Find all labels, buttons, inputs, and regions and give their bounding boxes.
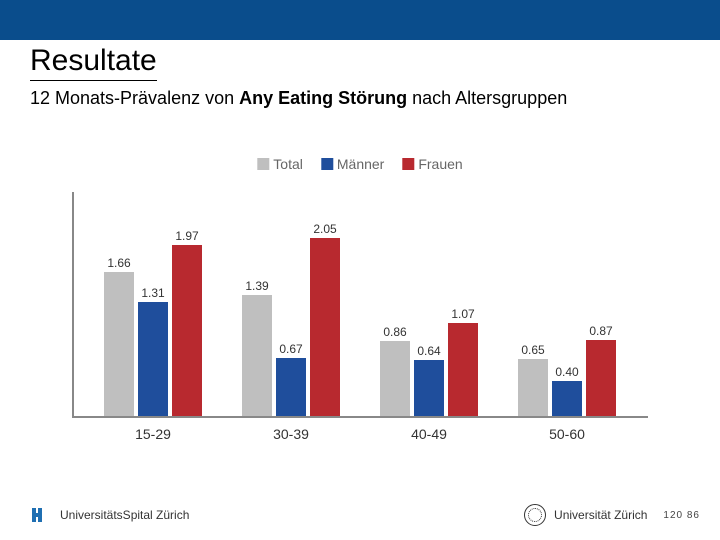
bar-value-label: 1.97 [175, 229, 198, 245]
bar-group: 1.390.672.05 [242, 192, 340, 416]
bar: 0.67 [276, 358, 306, 416]
legend-item: Frauen [402, 156, 462, 172]
subtitle-suffix: nach Altersgruppen [407, 88, 567, 108]
x-axis [72, 416, 648, 418]
bar-value-label: 0.67 [279, 342, 302, 358]
hospital-logo-text: UniversitätsSpital Zürich [60, 508, 189, 522]
bar-value-label: 1.07 [451, 307, 474, 323]
slide-title: Resultate [30, 44, 157, 81]
bar: 1.39 [242, 295, 272, 416]
chart-legend: Total Männer Frauen [257, 156, 462, 172]
bar-value-label: 2.05 [313, 222, 336, 238]
bar-groups: 1.661.311.971.390.672.050.860.641.070.65… [72, 192, 648, 416]
x-labels: 15-29 30-39 40-49 50-60 [72, 426, 648, 442]
chart-plot: 1.661.311.971.390.672.050.860.641.070.65… [72, 192, 648, 442]
bar: 0.86 [380, 341, 410, 416]
university-logo-text: Universität Zürich [554, 508, 647, 522]
bar: 1.07 [448, 323, 478, 416]
bar: 0.65 [518, 359, 548, 416]
bar-value-label: 1.66 [107, 256, 130, 272]
page-numbers: 120 86 [663, 510, 700, 521]
x-axis-label: 50-60 [516, 426, 618, 442]
logo-hospital: UniversitätsSpital Zürich [30, 504, 189, 526]
legend-swatch [402, 158, 414, 170]
footer: UniversitätsSpital Zürich Universität Zü… [30, 500, 700, 530]
bar-group: 0.860.641.07 [380, 192, 478, 416]
bar: 1.31 [138, 302, 168, 416]
bar: 0.87 [586, 340, 616, 416]
bar: 1.97 [172, 245, 202, 416]
x-axis-label: 15-29 [102, 426, 204, 442]
university-seal-icon [524, 504, 546, 526]
bar-value-label: 1.31 [141, 286, 164, 302]
bar-value-label: 0.65 [521, 343, 544, 359]
bar-value-label: 0.64 [417, 344, 440, 360]
bar: 2.05 [310, 238, 340, 416]
x-axis-label: 30-39 [240, 426, 342, 442]
legend-label: Total [273, 156, 303, 172]
slide-subtitle: 12 Monats-Prävalenz von Any Eating Störu… [30, 87, 567, 110]
legend-item: Männer [321, 156, 384, 172]
legend-swatch [321, 158, 333, 170]
bar-value-label: 0.87 [589, 324, 612, 340]
hospital-logo-icon [30, 504, 52, 526]
bar: 1.66 [104, 272, 134, 416]
top-band [0, 0, 720, 40]
bar-group: 0.650.400.87 [518, 192, 616, 416]
chart: TotalMännerFrauen 1.661.311.971.390.672.… [72, 156, 648, 476]
bar-value-label: 1.39 [245, 279, 268, 295]
legend-label: Frauen [418, 156, 462, 172]
subtitle-prefix: 12 Monats-Prävalenz von [30, 88, 239, 108]
bar: 0.64 [414, 360, 444, 416]
x-axis-label: 40-49 [378, 426, 480, 442]
legend-swatch [257, 158, 269, 170]
title-block: Resultate 12 Monats-Prävalenz von Any Ea… [30, 44, 567, 110]
bar-value-label: 0.86 [383, 325, 406, 341]
bar-group: 1.661.311.97 [104, 192, 202, 416]
legend-item: Total [257, 156, 303, 172]
bar: 0.40 [552, 381, 582, 416]
legend-label: Männer [337, 156, 384, 172]
subtitle-bold: Any Eating Störung [239, 88, 407, 108]
logo-university: Universität Zürich 120 86 [524, 504, 700, 526]
bar-value-label: 0.40 [555, 365, 578, 381]
